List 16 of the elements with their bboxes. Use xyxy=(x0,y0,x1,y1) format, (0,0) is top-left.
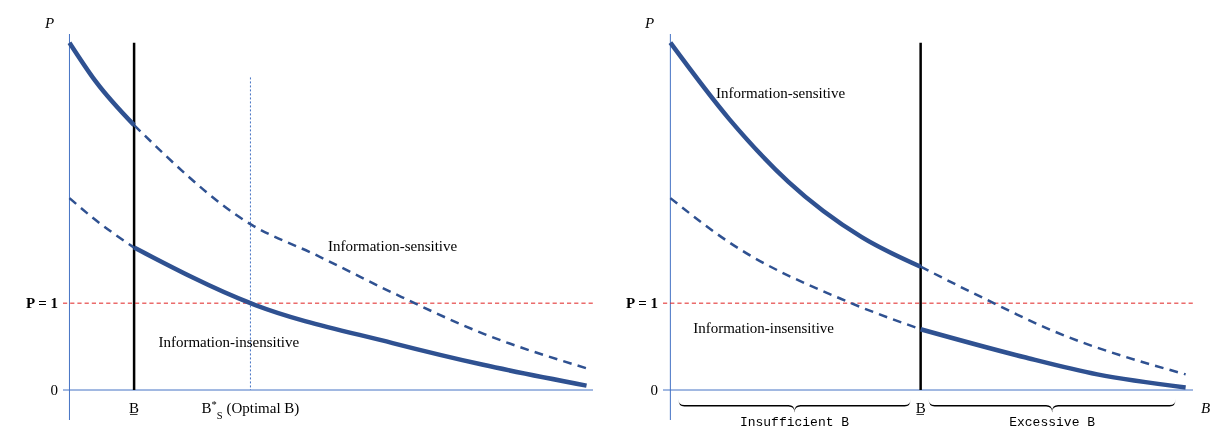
x-axis-title: B xyxy=(1201,400,1211,416)
x-tick-label: B$^{*}$$_{S}$ (Optimal B) xyxy=(201,398,300,421)
text: Insufficient B xyxy=(739,415,850,430)
annotation: Information-sensitive xyxy=(328,238,458,255)
y-axis-title: P xyxy=(644,15,655,31)
x-tick-label: B̲ xyxy=(915,400,926,416)
y-tick-label: 0 xyxy=(50,382,58,398)
y-axis-title: P xyxy=(44,15,55,31)
text: Excessive B xyxy=(1009,415,1096,430)
y-tick-label: 0 xyxy=(650,382,658,398)
x-tick-label: B̲ xyxy=(129,400,140,416)
y-tick-label: P = 1 xyxy=(626,295,658,312)
annotation: Information-sensitive xyxy=(716,85,846,102)
y-tick-label: P = 1 xyxy=(26,295,58,312)
annotation: Information-insensitive xyxy=(693,320,835,337)
annotation: Information-insensitive xyxy=(158,334,300,351)
